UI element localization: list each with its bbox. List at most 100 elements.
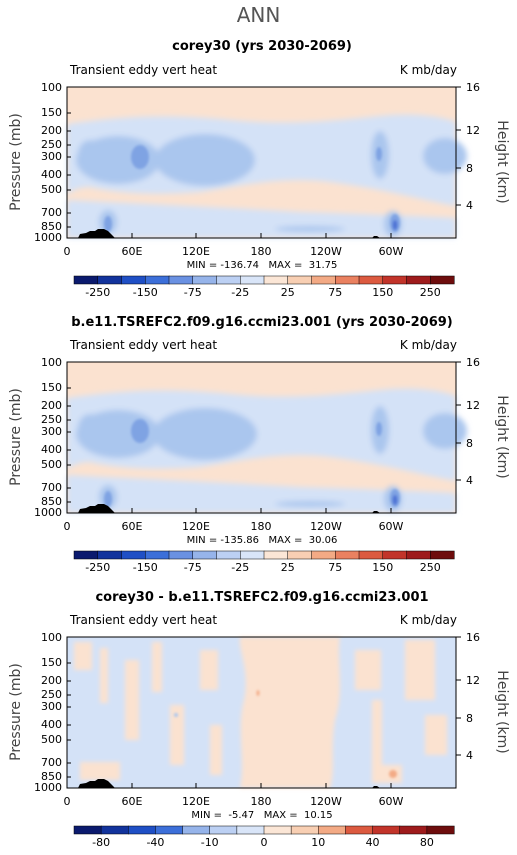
colorbar-tick-label: -25 <box>231 286 249 299</box>
pressure-tick: 150 <box>41 381 62 394</box>
colorbar-swatch <box>192 550 218 560</box>
colorbar-swatch <box>430 550 455 560</box>
colorbar-swatch <box>192 275 218 285</box>
height-tick: 16 <box>466 631 480 644</box>
panel-1-pressure-ticks: 100 150 200 250 300 400 500 700 850 1000 <box>34 81 62 244</box>
colorbar-swatch <box>240 275 265 285</box>
colorbar-swatch <box>287 275 313 285</box>
pressure-tick: 300 <box>41 700 62 713</box>
lon-tick: 0 <box>64 520 71 533</box>
colorbar-swatch <box>168 275 194 285</box>
colorbar-tick-label: -25 <box>231 561 249 574</box>
pressure-tick: 500 <box>41 733 62 746</box>
panel-2-tick-marks <box>66 361 461 513</box>
panel-2-contours <box>67 388 467 513</box>
height-tick: 8 <box>466 162 473 175</box>
panel-1-contours <box>67 114 467 238</box>
lon-tick: 180 <box>251 245 272 258</box>
panel-2-plot <box>66 361 467 514</box>
panel-2-colorbar: -250 -150 -75 -25 25 75 150 250 <box>73 550 455 574</box>
colorbar-swatch <box>406 550 431 560</box>
colorbar-swatch <box>335 275 360 285</box>
panel-3-plot <box>66 636 457 789</box>
panel-1-lon-ticks: 0 60E 120E 180 120W 60W <box>64 245 404 258</box>
colorbar-swatch <box>430 275 455 285</box>
colorbar-tick-label: -40 <box>146 836 164 849</box>
panel-3-tick-marks <box>66 636 461 788</box>
colorbar-tick-label: -10 <box>201 836 219 849</box>
colorbar-swatch <box>145 550 170 560</box>
pressure-tick: 700 <box>41 481 62 494</box>
pressure-tick: 300 <box>41 150 62 163</box>
pressure-tick: 100 <box>41 631 62 644</box>
pressure-tick: 100 <box>41 356 62 369</box>
pressure-tick: 500 <box>41 458 62 471</box>
pressure-tick: 700 <box>41 756 62 769</box>
colorbar-swatch <box>121 275 146 285</box>
colorbar-tick-label: -150 <box>133 561 158 574</box>
colorbar-tick-label: 150 <box>372 286 393 299</box>
lon-tick: 120W <box>310 245 342 258</box>
pressure-tick: 250 <box>41 413 62 426</box>
pressure-tick: 250 <box>41 688 62 701</box>
panel-1-ylabel-right: Height (km) <box>494 120 510 203</box>
panel-2-strong-contours <box>104 419 400 507</box>
colorbar-tick-label: -250 <box>85 561 110 574</box>
panel-3-height-ticks: 16 12 8 4 <box>466 631 480 762</box>
pressure-tick: 400 <box>41 443 62 456</box>
height-tick: 12 <box>466 399 480 412</box>
height-tick: 12 <box>466 124 480 137</box>
panel-3-colorbar: -80 -40 -10 0 10 40 80 <box>73 825 455 849</box>
height-tick: 4 <box>466 199 473 212</box>
colorbar-tick-label: 25 <box>281 561 295 574</box>
colorbar-swatch <box>145 275 170 285</box>
panel-2-stats: MIN = -135.86 MAX = 30.06 <box>187 535 338 546</box>
lon-tick: 60W <box>379 795 404 808</box>
lon-tick: 120E <box>182 245 210 258</box>
pressure-tick: 200 <box>41 674 62 687</box>
lon-tick: 0 <box>64 245 71 258</box>
colorbar-tick-label: 40 <box>366 836 380 849</box>
panel-1-stats: MIN = -136.74 MAX = 31.75 <box>187 260 338 271</box>
colorbar-swatch <box>73 825 102 835</box>
panel-3-variable-label: Transient eddy vert heat <box>69 613 217 627</box>
panel-2-height-ticks: 16 12 8 4 <box>466 356 480 487</box>
colorbar-swatch <box>128 825 156 835</box>
panel-2-ylabel-right: Height (km) <box>494 395 510 478</box>
panel-1-ylabel: Pressure (mb) <box>8 113 24 211</box>
colorbar-swatch <box>236 825 265 835</box>
height-tick: 4 <box>466 749 473 762</box>
panel-3-strong-contours <box>174 690 397 778</box>
panel-2-units-label: K mb/day <box>400 338 457 352</box>
colorbar-tick-label: 80 <box>420 836 434 849</box>
pressure-tick: 400 <box>41 718 62 731</box>
panel-1-height-ticks: 16 12 8 4 <box>466 81 480 212</box>
colorbar-swatch <box>382 550 408 560</box>
colorbar-swatch <box>216 275 241 285</box>
page-title: ANN <box>237 3 281 27</box>
panel-2-pressure-ticks: 100 150 200 250 300 400 500 700 850 1000 <box>34 356 62 519</box>
panel-3: corey30 - b.e11.TSREFC2.f09.g16.ccmi23.0… <box>8 590 510 849</box>
pressure-tick: 1000 <box>34 231 62 244</box>
height-tick: 16 <box>466 356 480 369</box>
height-tick: 8 <box>466 712 473 725</box>
colorbar-swatch <box>290 825 319 835</box>
panel-3-title: corey30 - b.e11.TSREFC2.f09.g16.ccmi23.0… <box>95 590 428 605</box>
colorbar-swatch <box>263 825 292 835</box>
panel-2-topography <box>78 504 115 513</box>
lon-tick: 0 <box>64 795 71 808</box>
height-tick: 8 <box>466 437 473 450</box>
colorbar-swatch <box>155 825 184 835</box>
colorbar-tick-label: -75 <box>184 286 202 299</box>
pressure-tick: 850 <box>41 495 62 508</box>
panel-1-units-label: K mb/day <box>400 63 457 77</box>
panel-1-tick-marks <box>66 86 461 238</box>
colorbar-swatch <box>358 550 384 560</box>
colorbar-swatch <box>345 825 374 835</box>
colorbar-swatch <box>406 275 431 285</box>
colorbar-tick-label: 75 <box>328 561 342 574</box>
colorbar-tick-label: 250 <box>420 561 441 574</box>
colorbar-swatch <box>382 275 408 285</box>
